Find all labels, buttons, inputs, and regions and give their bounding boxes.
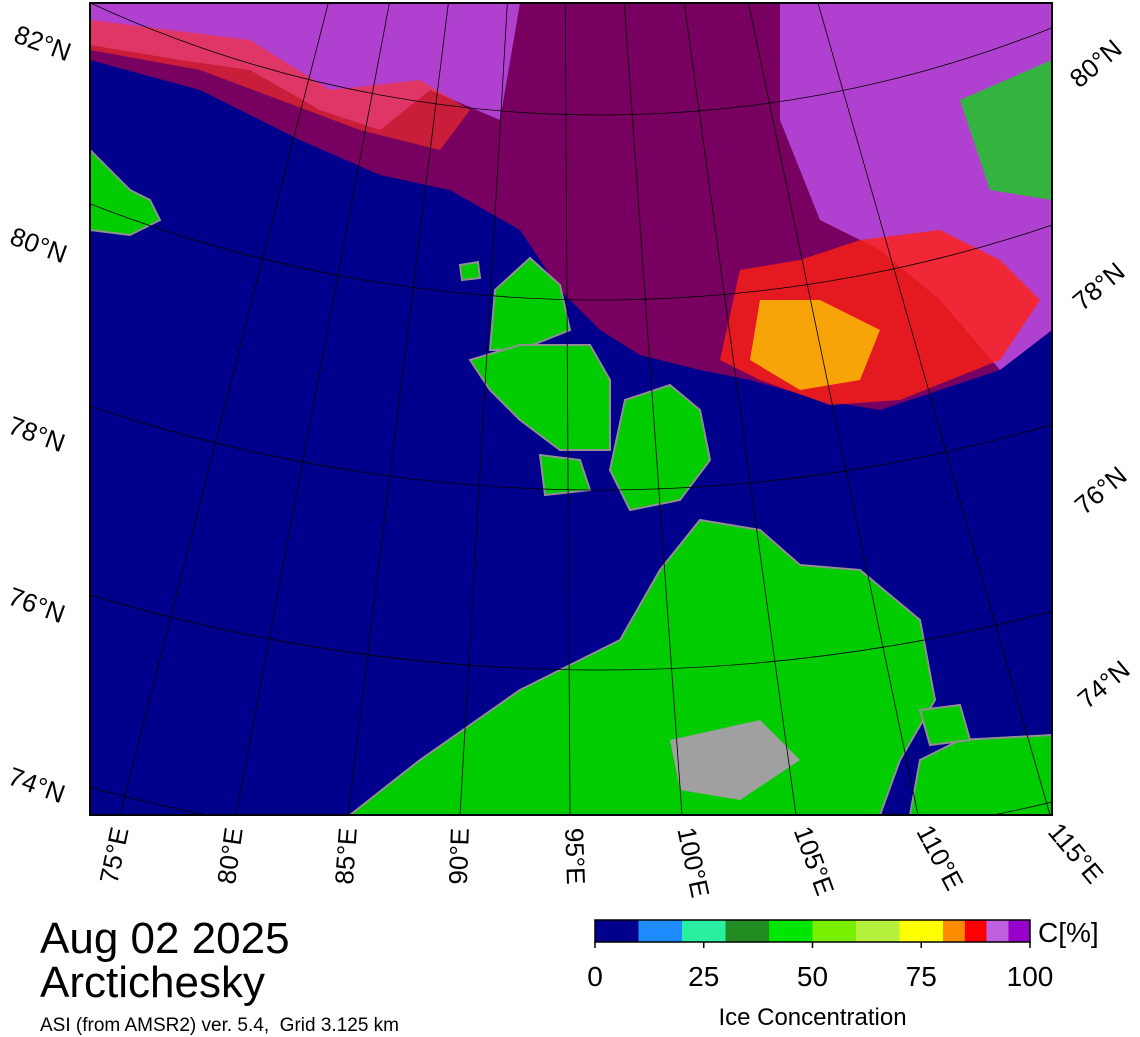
ice-low-concentration	[750, 300, 880, 390]
lon-label: 75°E	[93, 824, 134, 886]
map	[90, 3, 1052, 815]
colorbar-segment	[725, 920, 769, 942]
land-shading	[670, 720, 800, 800]
colorbar-segment	[812, 920, 856, 942]
colorbar: 0 25 50 75 100 C[%] Ice Concentration	[587, 917, 1098, 1031]
colorbar-tick-label: 50	[797, 961, 828, 992]
lon-label: 80°E	[211, 826, 249, 886]
colorbar-unit: C[%]	[1038, 917, 1099, 948]
lat-label: 80°N	[6, 221, 71, 269]
subtitle: ASI (from AMSR2) ver. 5.4, Grid 3.125 km	[40, 1015, 399, 1036]
date: Aug 02 2025	[40, 914, 290, 963]
ice-edge-left-margin	[90, 20, 470, 150]
colorbar-segment	[1008, 920, 1030, 942]
colorbar-segment	[638, 920, 682, 942]
colorbar-segment	[856, 920, 900, 942]
colorbar-tick-label: 100	[1007, 961, 1054, 992]
lon-label: 115°E	[1042, 817, 1109, 889]
colorbar-segment	[682, 920, 726, 942]
colorbar-segment	[769, 920, 813, 942]
lat-label: 78°N	[4, 410, 69, 458]
ice-edge-far-right	[960, 60, 1052, 200]
colorbar-segment	[943, 920, 965, 942]
region: Arctichesky	[40, 958, 265, 1007]
map-frame	[89, 2, 1053, 816]
colorbar-label: Ice Concentration	[718, 1004, 906, 1031]
lon-label: 90°E	[443, 827, 475, 885]
graticule	[90, 3, 1052, 815]
land	[90, 148, 1052, 815]
colorbar-tick-label: 75	[906, 961, 937, 992]
lat-label: 82°N	[10, 19, 75, 67]
lon-label: 110°E	[911, 820, 970, 895]
lat-label: 74°N	[4, 761, 69, 809]
colorbar-segment	[595, 920, 639, 942]
colorbar-tick-label: 25	[688, 961, 719, 992]
lon-label: 105°E	[788, 822, 841, 899]
lon-label: 100°E	[671, 824, 715, 900]
colorbar-tick-label: 0	[587, 961, 603, 992]
lat-label: 76°N	[1069, 460, 1133, 520]
lon-label: 95°E	[559, 827, 591, 885]
lat-label: 74°N	[1072, 654, 1136, 714]
lat-label: 78°N	[1067, 256, 1131, 316]
lat-label: 80°N	[1064, 33, 1128, 93]
lon-label: 85°E	[329, 827, 363, 886]
lat-label: 76°N	[4, 581, 69, 629]
colorbar-segment	[986, 920, 1009, 942]
colorbar-segment	[964, 920, 987, 942]
colorbar-segment	[899, 920, 943, 942]
